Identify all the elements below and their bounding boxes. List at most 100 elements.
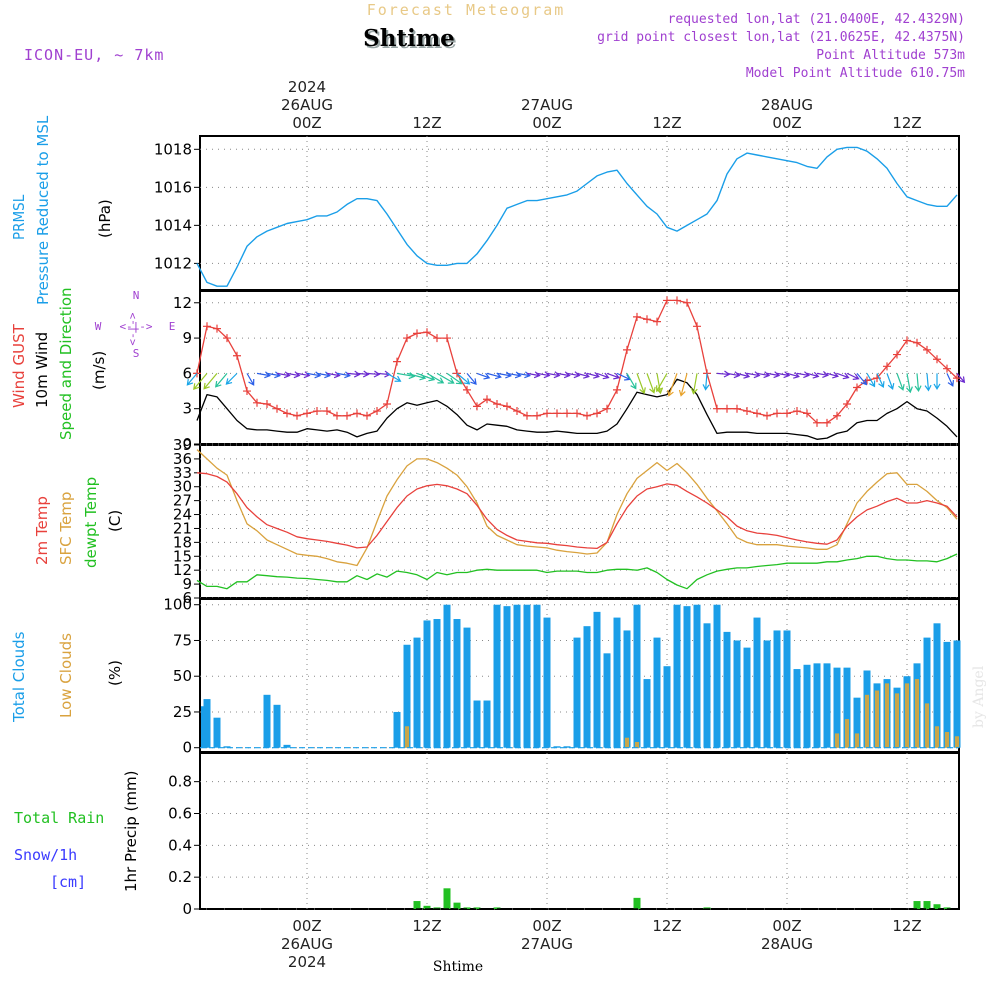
- wind-direction-arrow: [225, 372, 238, 385]
- gust-marker: [223, 334, 231, 343]
- total-cloud-bar: [553, 746, 561, 748]
- rain-bar: [413, 901, 421, 909]
- wind-speed-dir-label: Speed and Direction: [57, 287, 75, 440]
- wind-direction-arrow: [546, 371, 561, 379]
- bottom-axis-time: 00Z: [532, 917, 561, 935]
- y-tick-label: 33: [173, 464, 192, 482]
- y-tick-label: 9: [182, 329, 192, 347]
- wind-direction-arrow: [756, 371, 771, 379]
- gust-marker: [533, 411, 541, 420]
- gust-marker: [633, 312, 641, 321]
- low-cloud-bar: [944, 731, 950, 748]
- gust-marker: [643, 315, 651, 324]
- wind-direction-arrow: [476, 372, 491, 380]
- compass-east: E: [169, 320, 176, 333]
- total-cloud-bar: [813, 663, 821, 748]
- wind-panel: 0 3 6 9 12: [173, 290, 966, 453]
- model-label: ICON-EU, ~ 7km: [24, 46, 164, 64]
- gridpoint-coords: grid point closest lon,lat (21.0625E, 42…: [597, 30, 965, 45]
- gust-marker: [213, 324, 221, 333]
- dewpoint-line: [196, 553, 958, 590]
- product-title: Forecast Meteogram: [367, 1, 566, 19]
- top-axis-time: 00Z: [292, 114, 321, 132]
- total-cloud-bar: [543, 617, 551, 748]
- y-tick-label: 0.8: [168, 773, 192, 791]
- gust-marker: [593, 409, 601, 418]
- gust-marker: [513, 407, 521, 416]
- total-cloud-bar: [573, 637, 581, 748]
- top-axis-date: 27AUG: [521, 96, 573, 114]
- gust-marker: [253, 398, 261, 407]
- wind-direction-arrow: [626, 373, 637, 390]
- snow-unit-label: [cm]: [50, 873, 86, 891]
- gust-marker: [233, 351, 241, 360]
- gust-marker: [933, 355, 941, 364]
- total-cloud-bar: [803, 664, 811, 748]
- rain-bar: [933, 904, 941, 909]
- gust-marker: [673, 296, 681, 305]
- rain-bar: [493, 907, 501, 909]
- top-axis-time: 00Z: [532, 114, 561, 132]
- wind-direction-arrow: [924, 373, 932, 392]
- gust-marker: [863, 376, 871, 385]
- gust-marker: [553, 409, 561, 418]
- temp-2m-label: 2m Temp: [33, 496, 51, 565]
- gust-marker: [383, 399, 391, 408]
- total-cloud-bar: [683, 606, 691, 748]
- wind-direction-arrow: [906, 373, 913, 394]
- y-tick-label: 0.2: [168, 868, 192, 886]
- sfc-temp-line: [196, 449, 958, 567]
- rain-bar: [453, 902, 461, 909]
- total-cloud-bar: [633, 604, 641, 748]
- total-cloud-bar: [933, 623, 941, 748]
- low-clouds-label: Low Clouds: [57, 633, 75, 718]
- pressure-unit-label: (hPa): [96, 199, 114, 238]
- gust-marker: [913, 338, 921, 347]
- total-cloud-bar: [773, 630, 781, 748]
- wind-direction-arrow: [826, 371, 839, 379]
- gust-marker: [323, 407, 331, 416]
- total-cloud-bar: [673, 604, 681, 748]
- bottom-axis-year: 2024: [288, 953, 326, 971]
- y-tick-label: 3: [182, 400, 192, 418]
- total-cloud-bar: [483, 700, 491, 748]
- low-cloud-bar: [404, 726, 410, 748]
- total-cloud-bar: [513, 604, 521, 748]
- pressure-line: [196, 146, 958, 287]
- total-cloud-bar: [713, 604, 721, 748]
- wind-direction-arrow: [256, 371, 271, 379]
- wind-direction-arrow: [366, 370, 381, 378]
- wind-10m-label: 10m Wind: [33, 332, 51, 408]
- gust-marker: [923, 345, 931, 354]
- total-cloud-bar: [443, 604, 451, 748]
- compass-rose: N W E S <-|-> <-|->: [95, 289, 176, 360]
- total-cloud-bar: [653, 637, 661, 748]
- model-altitude: Model Point Altitude 610.75m: [746, 66, 965, 81]
- y-tick-label: 36: [173, 450, 192, 468]
- y-tick-label: 25: [173, 703, 192, 721]
- y-tick-label: 21: [173, 519, 192, 537]
- y-tick-label: 1016: [154, 178, 192, 196]
- low-cloud-bar: [834, 733, 840, 748]
- wind-direction-arrow: [896, 373, 905, 391]
- total-cloud-bar: [593, 611, 601, 748]
- gust-marker: [623, 345, 631, 354]
- wind-direction-arrow: [946, 373, 955, 387]
- gust-marker: [883, 362, 891, 371]
- wind-direction-arrow: [576, 371, 590, 379]
- total-clouds-label: Total Clouds: [10, 631, 28, 723]
- wind-direction-arrow: [786, 371, 800, 379]
- temp-sfc-label: SFC Temp: [57, 492, 75, 565]
- total-cloud-bar: [433, 619, 441, 748]
- gust-marker: [333, 411, 341, 420]
- cloud-unit-label: (%): [106, 660, 124, 686]
- gust-marker: [763, 411, 771, 420]
- low-cloud-bar: [884, 683, 890, 748]
- total-cloud-bar: [413, 637, 421, 748]
- total-cloud-bar: [953, 640, 961, 748]
- low-cloud-bar: [864, 694, 870, 748]
- bottom-axis-time: 12Z: [412, 917, 441, 935]
- wind-direction-arrow: [586, 371, 600, 379]
- wind-direction-arrow: [193, 372, 208, 390]
